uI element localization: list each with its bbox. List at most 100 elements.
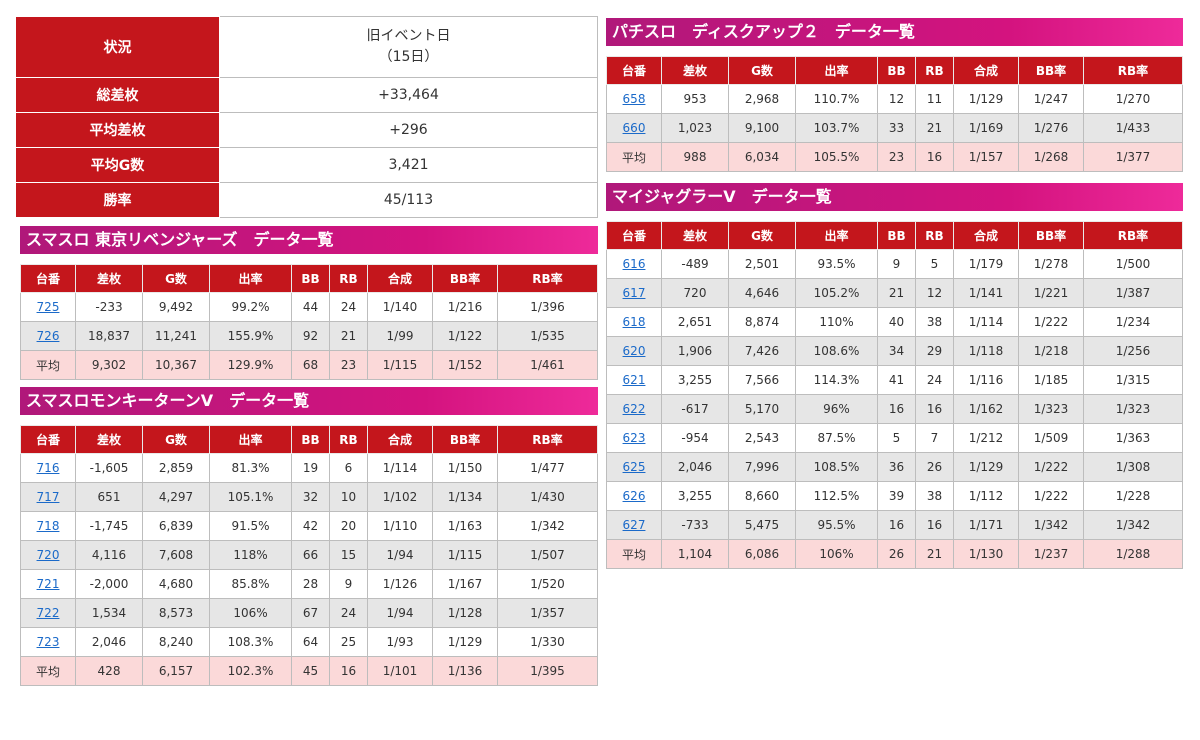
machine-number-link[interactable]: 625 [622, 460, 646, 474]
machine-number-link[interactable]: 618 [622, 315, 646, 329]
table-cell: 99.2% [209, 292, 292, 322]
table-cell: 155.9% [209, 321, 292, 351]
machine-number-link[interactable]: 617 [622, 286, 646, 300]
summary-value: 45/113 [219, 182, 598, 218]
table-cell: 1,023 [661, 113, 729, 143]
machine-number-cell: 627 [606, 510, 662, 540]
machine-number-link[interactable]: 620 [622, 344, 646, 358]
machine-number-link[interactable]: 726 [36, 329, 60, 343]
machine-number-link[interactable]: 725 [36, 300, 60, 314]
table-cell: -2,000 [75, 569, 143, 599]
machine-number-cell: 622 [606, 394, 662, 424]
table-cell: 1/315 [1083, 365, 1183, 395]
average-cell: 1/237 [1018, 539, 1084, 569]
table-cell: 105.2% [795, 278, 878, 308]
average-cell: 1/101 [367, 656, 433, 686]
table-row: 621 3,255 7,566 114.3% 41 24 1/116 1/185 1/315 [606, 365, 1183, 395]
machine-number-link[interactable]: 658 [622, 92, 646, 106]
table-row: 722 1,534 8,573 106% 67 24 1/94 1/128 1/357 [20, 598, 598, 628]
table-cell: 1/93 [367, 627, 433, 657]
table-cell: 12 [915, 278, 954, 308]
table-cell: 4,680 [142, 569, 210, 599]
machine-number-cell: 726 [20, 321, 76, 351]
summary-row-win-rate: 勝率 45/113 [15, 182, 598, 218]
table-cell: 91.5% [209, 511, 292, 541]
average-cell: 6,086 [728, 539, 796, 569]
column-header: 台番 [20, 425, 76, 454]
table-cell: 108.6% [795, 336, 878, 366]
column-header: BB [291, 264, 330, 293]
table-cell: 42 [291, 511, 330, 541]
section-spacer [20, 415, 598, 425]
average-cell: 1/288 [1083, 539, 1183, 569]
table-cell: 2,859 [142, 453, 210, 483]
table-cell: -489 [661, 249, 729, 279]
table-cell: 1,534 [75, 598, 143, 628]
machine-number-link[interactable]: 621 [622, 373, 646, 387]
machine-number-link[interactable]: 627 [622, 518, 646, 532]
table-cell: 1/507 [497, 540, 598, 570]
table-cell: 2,543 [728, 423, 796, 453]
machine-number-link[interactable]: 623 [622, 431, 646, 445]
table-cell: 1/218 [1018, 336, 1084, 366]
table-cell: 16 [915, 394, 954, 424]
column-header: BB率 [1018, 56, 1084, 85]
machine-number-cell: 725 [20, 292, 76, 322]
machine-number-link[interactable]: 722 [36, 606, 60, 620]
table-cell: 44 [291, 292, 330, 322]
table-cell: 39 [877, 481, 916, 511]
column-header: 合成 [367, 425, 433, 454]
average-cell: 428 [75, 656, 143, 686]
summary-row-total-diff: 総差枚 +33,464 [15, 77, 598, 113]
column-header: 出率 [795, 221, 878, 250]
average-cell: 988 [661, 142, 729, 172]
data-table: 台番 差枚 G数 出率 BB RB 合成 BB率 RB率 658 953 2,968 110.7% 12 1… [606, 56, 1183, 172]
machine-number-link[interactable]: 720 [36, 548, 60, 562]
machine-number-link[interactable]: 717 [36, 490, 60, 504]
machine-number-cell: 618 [606, 307, 662, 337]
table-cell: 26 [915, 452, 954, 482]
table-cell: 1/140 [367, 292, 433, 322]
table-cell: 1/102 [367, 482, 433, 512]
table-cell: 720 [661, 278, 729, 308]
average-cell: 26 [877, 539, 916, 569]
machine-number-link[interactable]: 626 [622, 489, 646, 503]
machine-number-cell: 626 [606, 481, 662, 511]
machine-number-link[interactable]: 616 [622, 257, 646, 271]
column-header: BB率 [432, 264, 498, 293]
column-header: BB [877, 56, 916, 85]
machine-number-link[interactable]: 718 [36, 519, 60, 533]
table-cell: 1/270 [1083, 84, 1183, 114]
table-row: 718 -1,745 6,839 91.5% 42 20 1/110 1/163 1/342 [20, 511, 598, 541]
table-cell: 8,874 [728, 307, 796, 337]
table-cell: 3,255 [661, 365, 729, 395]
average-row: 平均 1,104 6,086 106% 26 21 1/130 1/237 1/288 [606, 539, 1183, 569]
section-spacer [606, 46, 1183, 56]
table-cell: 25 [329, 627, 368, 657]
table-row: 618 2,651 8,874 110% 40 38 1/114 1/222 1/234 [606, 307, 1183, 337]
machine-number-link[interactable]: 622 [622, 402, 646, 416]
table-cell: 106% [209, 598, 292, 628]
table-cell: 1/500 [1083, 249, 1183, 279]
table-cell: 5 [915, 249, 954, 279]
average-label: 平均 [20, 656, 76, 686]
table-cell: 1/363 [1083, 423, 1183, 453]
column-header: 出率 [209, 264, 292, 293]
table-cell: 1/323 [1083, 394, 1183, 424]
table-cell: 1/308 [1083, 452, 1183, 482]
table-cell: 1/129 [432, 627, 498, 657]
table-cell: 110.7% [795, 84, 878, 114]
column-header: RB率 [1083, 56, 1183, 85]
table-cell: 1/94 [367, 598, 433, 628]
machine-number-cell: 716 [20, 453, 76, 483]
machine-number-link[interactable]: 660 [622, 121, 646, 135]
machine-number-link[interactable]: 723 [36, 635, 60, 649]
table-cell: -954 [661, 423, 729, 453]
summary-label: 状況 [15, 16, 220, 78]
average-cell: 45 [291, 656, 330, 686]
table-cell: 93.5% [795, 249, 878, 279]
table-cell: -617 [661, 394, 729, 424]
machine-number-link[interactable]: 716 [36, 461, 60, 475]
machine-number-link[interactable]: 721 [36, 577, 60, 591]
average-cell: 1/115 [367, 350, 433, 380]
